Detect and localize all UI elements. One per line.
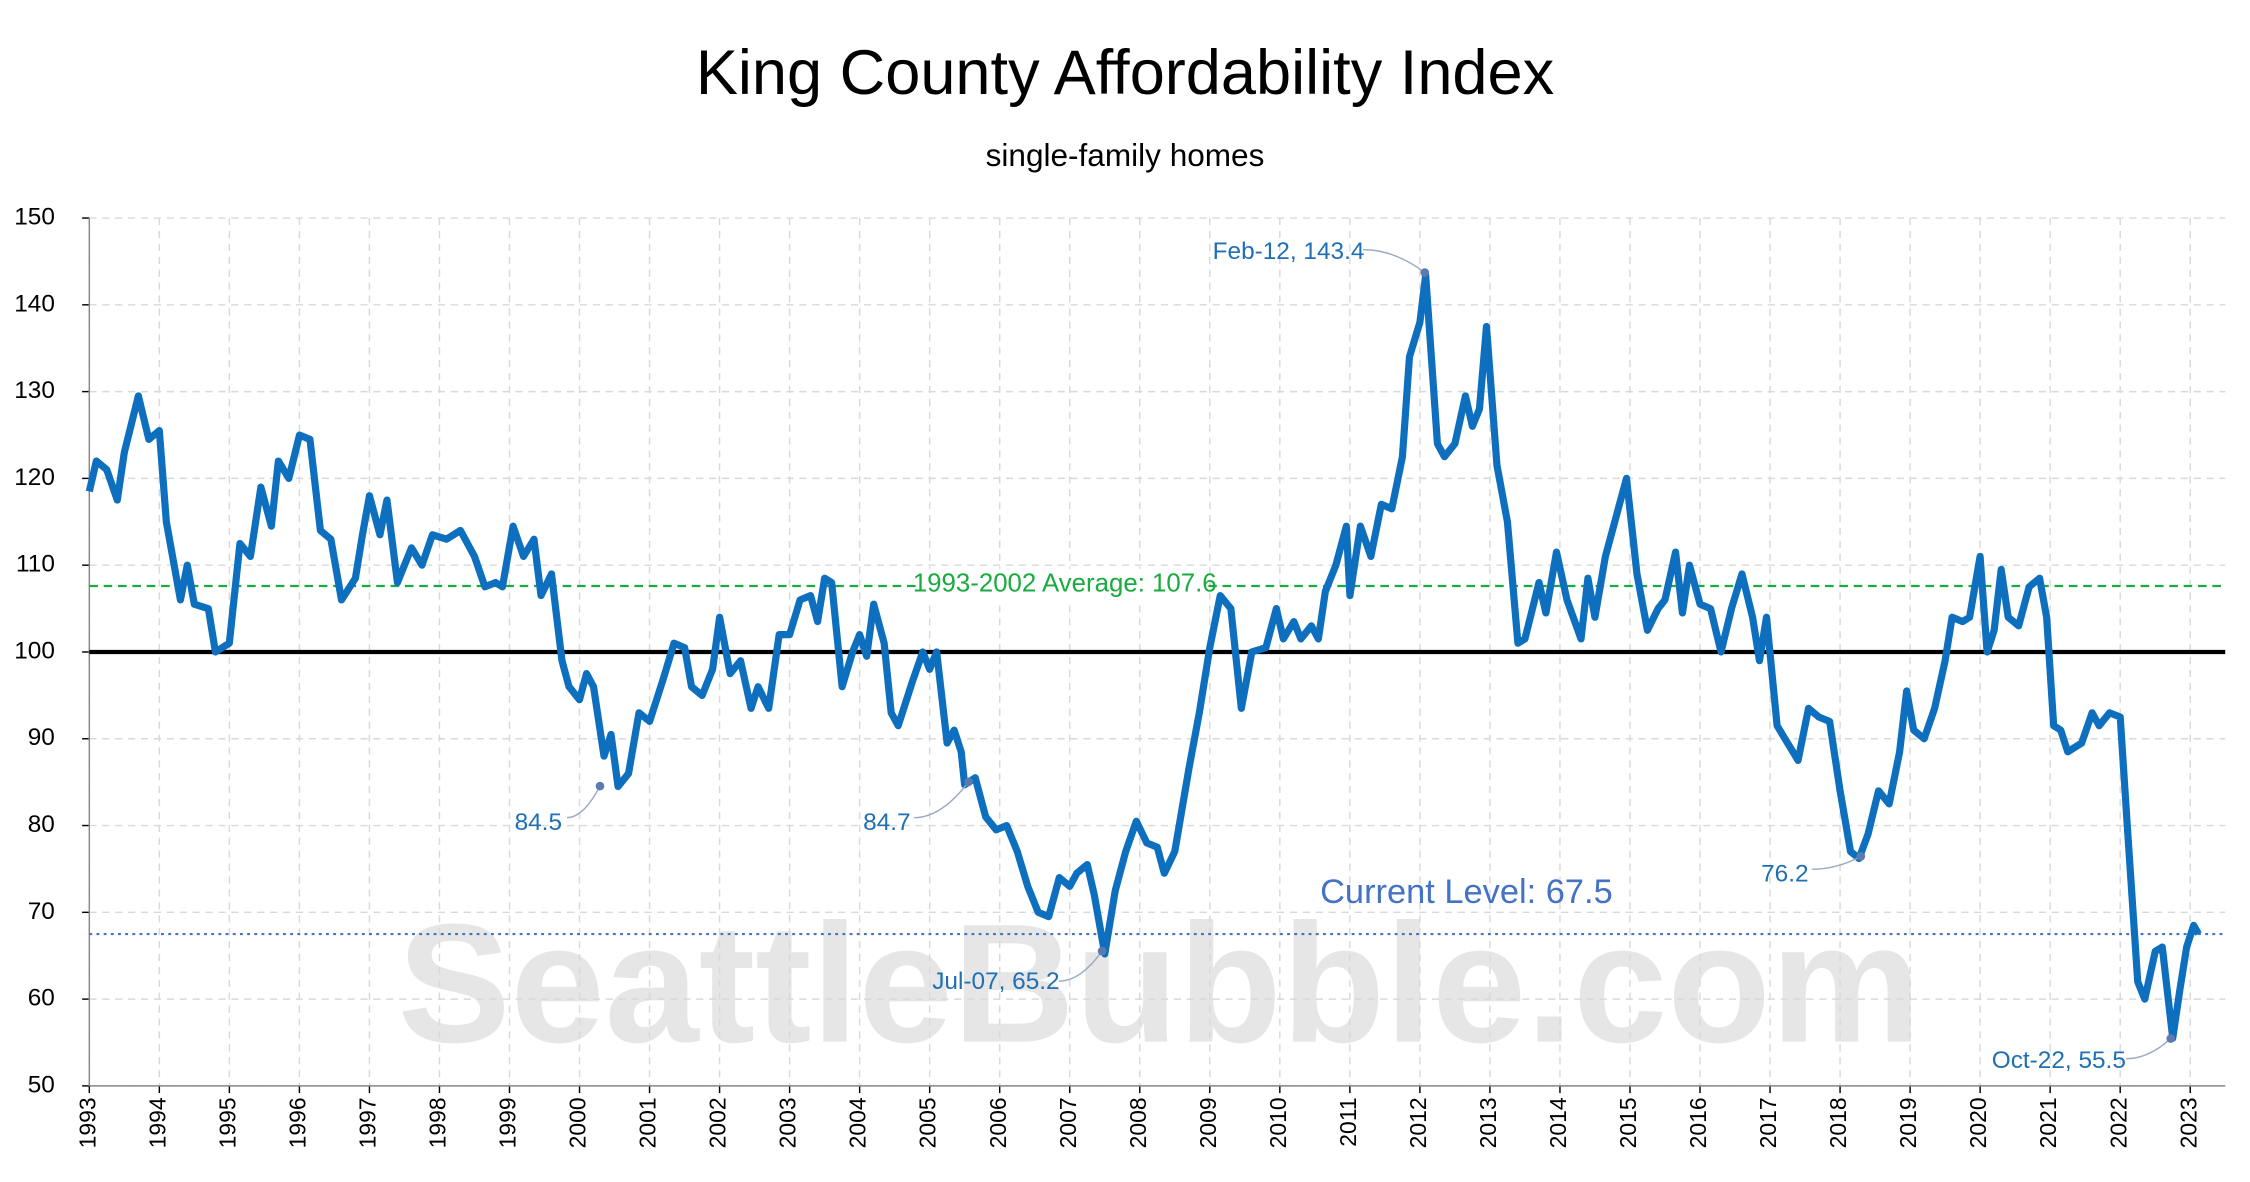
- y-tick-label: 150: [14, 203, 55, 230]
- x-tick-label: 2018: [1825, 1097, 1851, 1148]
- x-tick-label: 2009: [1195, 1097, 1221, 1148]
- x-tick-label: 1994: [144, 1097, 170, 1148]
- y-tick-label: 110: [16, 551, 55, 578]
- annotation: 84.7: [863, 809, 910, 836]
- x-tick-label: 1995: [214, 1097, 240, 1148]
- x-tick-label: 2022: [2105, 1097, 2131, 1148]
- series-line: [85, 271, 2202, 1042]
- chart-title: King County Affordability Index: [696, 38, 1554, 108]
- x-tick-label: 2017: [1755, 1097, 1781, 1148]
- annotation: Jul-07, 65.2: [932, 968, 1059, 995]
- x-tick-label: 2012: [1405, 1097, 1431, 1148]
- annotation-arrowhead: [1420, 268, 1430, 277]
- annotation: 84.5: [515, 809, 562, 836]
- x-tick-label: 2002: [705, 1097, 731, 1148]
- x-tick-label: 2010: [1265, 1097, 1291, 1148]
- x-tick-label: 2005: [915, 1097, 941, 1148]
- x-tick-label: 1999: [495, 1097, 521, 1148]
- annotation-arrowhead: [2166, 1034, 2176, 1043]
- reference-label: 1993-2002 Average: 107.6: [913, 569, 1217, 597]
- annotation-arrow: [1058, 950, 1103, 982]
- x-tick-label: 2008: [1125, 1097, 1151, 1148]
- y-tick-label: 60: [28, 985, 55, 1012]
- annotation-arrowhead: [964, 777, 973, 787]
- x-tick-label: 2007: [1055, 1097, 1081, 1148]
- annotation: 76.2: [1761, 860, 1808, 887]
- x-tick-label: 2016: [1685, 1097, 1711, 1148]
- x-tick-label: 1998: [425, 1097, 451, 1148]
- watermark: SeattleBubble.com: [398, 889, 1922, 1078]
- x-tick-label: 2015: [1615, 1097, 1641, 1148]
- annotation-arrowhead: [1856, 852, 1866, 861]
- reference-label: Current Level: 67.5: [1320, 873, 1613, 911]
- grid: 50 60 70 80 90 100 110 120 130 140 150 1993 1994 1995…: [14, 203, 2226, 1148]
- annotation-arrowhead: [1097, 946, 1107, 956]
- x-tick-label: 2003: [775, 1097, 801, 1148]
- x-tick-label: 2011: [1335, 1097, 1361, 1146]
- x-tick-label: 2013: [1475, 1097, 1501, 1148]
- annotation-arrow: [566, 785, 601, 819]
- y-tick-label: 120: [14, 464, 55, 491]
- chart-subtitle: single-family homes: [986, 137, 1265, 173]
- y-tick-label: 90: [28, 724, 55, 751]
- y-tick-label: 130: [14, 377, 55, 404]
- y-tick-label: 70: [28, 898, 55, 925]
- x-tick-label: 1993: [74, 1097, 100, 1148]
- y-tick-label: 80: [28, 811, 55, 838]
- x-tick-label: 1996: [284, 1097, 310, 1148]
- x-tick-label: 1997: [354, 1097, 380, 1148]
- annotation-arrowhead: [595, 781, 605, 791]
- x-tick-label: 2014: [1545, 1097, 1571, 1148]
- annotation-arrow: [914, 781, 970, 819]
- x-tick-label: 2020: [1965, 1097, 1991, 1148]
- x-tick-label: 2000: [565, 1097, 591, 1148]
- plot: 1993-2002 Average: 107.6 Current Level: 6…: [85, 238, 2226, 1074]
- y-tick-label: 140: [14, 290, 55, 317]
- x-tick-label: 2021: [2035, 1097, 2061, 1148]
- annotation: Feb-12, 143.4: [1213, 238, 1365, 265]
- x-tick-label: 2023: [2175, 1097, 2201, 1148]
- label-bg: [921, 568, 1209, 601]
- annotation-arrow: [1363, 248, 1426, 274]
- annotation: Oct-22, 55.5: [1992, 1047, 2126, 1074]
- y-tick-label: 50: [28, 1071, 55, 1098]
- x-tick-label: 2019: [1895, 1097, 1921, 1148]
- x-tick-label: 2001: [635, 1097, 661, 1148]
- annotation-arrow: [1812, 855, 1862, 871]
- y-tick-label: 100: [14, 637, 55, 664]
- x-tick-label: 2006: [985, 1097, 1011, 1148]
- annotation-arrow: [2126, 1038, 2172, 1060]
- x-tick-label: 2004: [845, 1097, 871, 1148]
